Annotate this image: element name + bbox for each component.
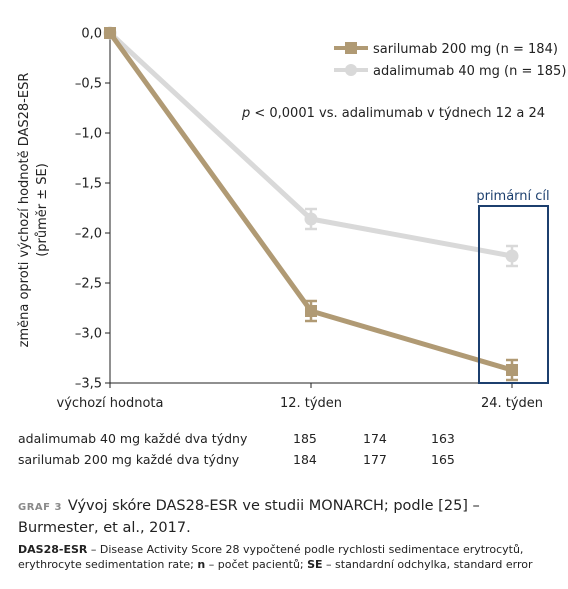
counts-row-label: sarilumab 200 mg každé dva týdny	[18, 452, 240, 467]
abbr-das28-def: – Disease Activity Score 28 vypočtené po…	[18, 543, 524, 571]
data-point-sarilumab	[305, 305, 317, 317]
p-value-text: < 0,0001 vs. adalimumab v týdnech 12 a 2…	[250, 106, 545, 121]
count-value: 165	[431, 452, 455, 467]
abbr-se: SE	[307, 558, 323, 571]
p-value-symbol: p	[241, 106, 250, 121]
count-value: 185	[293, 431, 317, 446]
abbr-n: n	[197, 558, 206, 571]
figure-caption-text: Vývoj skóre DAS28-ESR ve studii MONARCH;…	[18, 498, 480, 536]
count-value: 184	[293, 452, 317, 467]
data-point-adalimumab	[505, 249, 519, 263]
abbreviations-footnote: DAS28-ESR – Disease Activity Score 28 vy…	[18, 542, 558, 572]
legend-sarilumab-marker	[345, 42, 357, 54]
y-tick-label: –3,5	[75, 377, 102, 392]
figure-tag: GRAF 3	[18, 502, 62, 513]
x-tick-label-week24: 24. týden	[481, 396, 543, 411]
x-tick-label-baseline: výchozí hodnota	[57, 396, 164, 411]
p-value-annotation: p < 0,0001 vs. adalimumab v týdnech 12 a…	[241, 106, 545, 121]
legend-sarilumab-label: sarilumab 200 mg (n = 184)	[373, 42, 558, 57]
data-point-sarilumab	[506, 364, 518, 376]
legend-adalimumab-marker	[345, 64, 357, 76]
y-tick-label: –0,5	[75, 77, 102, 92]
y-axis-title-line-1: změna oproti výchozí hodnotě DAS28-ESR	[17, 73, 32, 348]
data-point-sarilumab	[104, 27, 116, 39]
count-value: 163	[431, 431, 455, 446]
abbr-das28: DAS28-ESR	[18, 543, 88, 556]
legend-adalimumab-label: adalimumab 40 mg (n = 185)	[373, 64, 566, 79]
y-tick-label: 0,0	[81, 27, 102, 42]
y-axis-title-line-2: (průměr ± SE)	[35, 163, 50, 257]
y-tick-label: –2,0	[75, 227, 102, 242]
series-layer	[103, 26, 519, 382]
y-axis-ticks: 0,0 –0,5 –1,0 –1,5 –2,0 –2,5 –3,0 –3,5	[75, 27, 110, 392]
counts-row-sarilumab: sarilumab 200 mg každé dva týdny 184 177…	[18, 449, 558, 470]
y-tick-label: –3,0	[75, 327, 102, 342]
abbr-se-def: – standardní odchylka, standard error	[322, 558, 533, 571]
y-tick-label: –2,5	[75, 277, 102, 292]
legend: sarilumab 200 mg (n = 184) adalimumab 40…	[334, 42, 566, 79]
primary-endpoint-label: primární cíl	[476, 189, 549, 204]
y-tick-label: –1,0	[75, 127, 102, 142]
primary-endpoint-box	[478, 205, 549, 384]
y-tick-label: –1,5	[75, 177, 102, 192]
counts-row-adalimumab: adalimumab 40 mg každé dva týdny 185 174…	[18, 428, 558, 449]
count-value: 174	[363, 431, 387, 446]
abbr-n-def: – počet pacientů;	[205, 558, 308, 571]
data-point-adalimumab	[304, 212, 318, 226]
counts-row-label: adalimumab 40 mg každé dva týdny	[18, 431, 248, 446]
das28-line-chart: 0,0 –0,5 –1,0 –1,5 –2,0 –2,5 –3,0 –3,5 změna op…	[17, 26, 566, 411]
axes	[109, 33, 548, 388]
patients-at-risk-table: adalimumab 40 mg každé dva týdny 185 174…	[18, 428, 558, 470]
figure-caption: GRAF 3 Vývoj skóre DAS28-ESR ve studii MO…	[18, 496, 553, 539]
x-tick-label-week12: 12. týden	[280, 396, 342, 411]
count-value: 177	[363, 452, 387, 467]
